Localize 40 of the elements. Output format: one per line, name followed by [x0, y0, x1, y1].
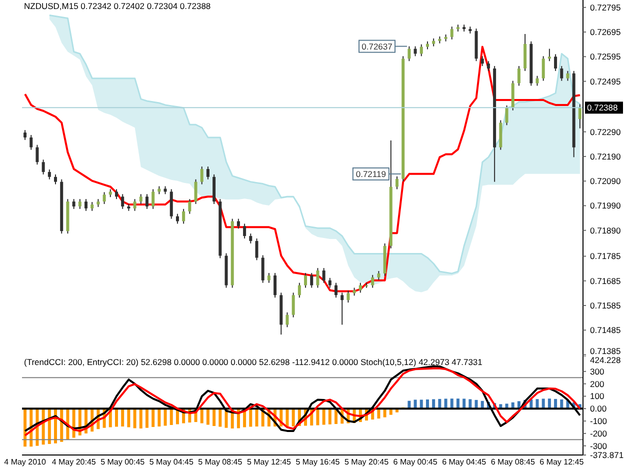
annotation: 0.72119 — [356, 168, 386, 179]
annotation: 0.72637 — [362, 41, 393, 52]
y-tick-label: 0.00 — [590, 404, 607, 414]
x-tick-label: 6 May 12:45 — [540, 458, 584, 467]
x-tick-label: 5 May 20:45 — [344, 458, 390, 467]
y-tick-label: -200 — [590, 428, 608, 438]
x-tick-label: 6 May 08:45 — [490, 458, 536, 467]
y-tick-label: -100 — [590, 416, 608, 426]
y-tick-label: 100 — [590, 391, 604, 402]
y-tick-label: 0.72595 — [590, 52, 621, 62]
y-tick-label: 200 — [590, 378, 604, 389]
x-tick-label: 6 May 00:45 — [393, 458, 438, 467]
y-tick-label: 0.72090 — [590, 176, 621, 186]
x-tick-label: 5 May 04:45 — [149, 458, 194, 467]
x-tick-label: 4 May 20:45 — [52, 458, 96, 467]
y-tick-label: 0.71785 — [590, 251, 621, 262]
ref-line-label: 0.72388 — [587, 102, 618, 113]
y-tick-label: 0.72795 — [590, 2, 621, 12]
y-tick-label: 0.72495 — [590, 76, 621, 86]
y-tick-label: 0.71485 — [590, 325, 621, 336]
chart-title: NZDUSD,M15 0.72342 0.72402 0.72304 0.72388 — [24, 1, 211, 11]
y-tick-label: -373.871 — [590, 450, 624, 460]
x-tick-label: 4 May 2010 — [4, 458, 46, 467]
x-tick-label: 5 May 16:45 — [296, 458, 340, 467]
y-tick-label: -300 — [590, 440, 608, 451]
y-tick-label: 424.228 — [590, 355, 621, 365]
y-tick-label: 0.72290 — [590, 126, 621, 137]
chart-title: (TrendCCI: 200, EntryCCI: 20) 52.6298 0.0000 0.0000 0.0000 52.6298 -112.9412 0.0000 Stoch(10,5,12) 42.2973 47.7331 — [24, 357, 482, 367]
y-tick-label: 0.71585 — [590, 300, 621, 310]
y-tick-label: 0.71990 — [590, 200, 621, 211]
y-tick-label: 0.72190 — [590, 151, 621, 162]
x-tick-label: 5 May 08:45 — [198, 458, 243, 467]
y-tick-label: 300 — [590, 366, 604, 376]
x-tick-label: 6 May 04:45 — [442, 458, 487, 467]
y-tick-label: 0.71890 — [590, 225, 621, 236]
x-tick-label: 5 May 00:45 — [100, 458, 146, 467]
y-tick-label: 0.72695 — [590, 27, 621, 38]
y-tick-label: 0.71685 — [590, 276, 621, 286]
x-tick-label: 5 May 12:45 — [246, 458, 292, 467]
y-tick-label: 0.71385 — [590, 346, 621, 356]
